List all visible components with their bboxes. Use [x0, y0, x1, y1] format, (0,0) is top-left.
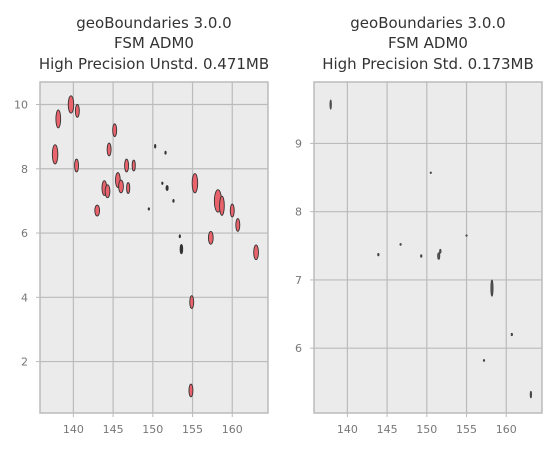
island-shape — [131, 159, 136, 172]
chart-title-line-3: High Precision Unstd. 0.471MB — [39, 55, 269, 73]
y-tick-label: 4 — [21, 291, 28, 304]
island-shape — [74, 104, 80, 118]
island-speck — [482, 359, 486, 362]
island-shape — [55, 109, 62, 129]
island-speck — [164, 150, 167, 155]
y-tick-label: 8 — [21, 163, 28, 176]
chart-title-line-3: High Precision Std. 0.173MB — [322, 55, 534, 73]
chart-title-line-2: FSM ADM0 — [388, 34, 468, 52]
island-shape — [207, 230, 214, 245]
y-tick-label: 7 — [295, 274, 302, 287]
island-speck — [420, 254, 423, 258]
island-speck — [490, 279, 494, 297]
island-speck — [465, 234, 468, 237]
x-tick-label: 155 — [456, 423, 477, 436]
y-tick-label: 2 — [21, 356, 28, 369]
island-speck — [329, 99, 332, 110]
island-shape — [112, 123, 118, 138]
x-tick-label: 150 — [142, 423, 163, 436]
island-shape — [104, 184, 111, 199]
island-speck — [179, 243, 184, 255]
x-tick-label: 140 — [337, 423, 358, 436]
chart-title-line-2: FSM ADM0 — [114, 34, 194, 52]
island-shape — [253, 244, 259, 261]
island-speck — [165, 185, 169, 191]
plot-background — [40, 82, 268, 413]
island-speck — [147, 207, 150, 211]
island-speck — [437, 252, 441, 260]
x-tick-label: 160 — [222, 423, 243, 436]
x-tick-label: 155 — [182, 423, 203, 436]
chart-high-precision-std: geoBoundaries 3.0.0 FSM ADM0 High Precis… — [295, 14, 543, 436]
island-shape — [189, 295, 195, 310]
x-tick-label: 160 — [496, 423, 517, 436]
y-tick-label: 9 — [295, 137, 302, 150]
island-speck — [161, 181, 164, 185]
island-shape — [94, 204, 101, 217]
island-speck — [510, 332, 513, 337]
y-tick-label: 6 — [21, 227, 28, 240]
y-tick-label: 6 — [295, 342, 302, 355]
island-shape — [118, 179, 124, 194]
island-speck — [172, 198, 175, 203]
island-speck — [154, 144, 157, 149]
island-shape — [219, 195, 225, 216]
plot-frame — [313, 81, 543, 414]
y-tick-label: 10 — [14, 98, 28, 111]
x-tick-label: 145 — [377, 423, 398, 436]
chart-title-line-1: geoBoundaries 3.0.0 — [76, 14, 231, 32]
island-shape — [124, 158, 130, 173]
island-speck — [429, 171, 432, 174]
island-shape — [74, 158, 79, 173]
plot-area: 140 145 150 155 160 2 4 6 8 10 — [14, 81, 269, 436]
chart-title-line-1: geoBoundaries 3.0.0 — [350, 14, 505, 32]
island-speck — [439, 248, 442, 254]
plot-area: 140 145 150 155 160 6 7 8 9 — [295, 81, 543, 436]
island-shape — [67, 95, 75, 114]
island-speck — [178, 234, 181, 239]
island-shape — [188, 383, 194, 398]
island-shape — [229, 203, 235, 218]
y-tick-label: 8 — [295, 206, 302, 219]
x-tick-label: 150 — [416, 423, 437, 436]
island-speck — [529, 390, 532, 399]
plot-frame — [39, 81, 269, 414]
island-shape — [235, 218, 241, 232]
plot-background — [314, 82, 542, 413]
island-shape — [191, 173, 199, 194]
island-shape — [126, 182, 131, 194]
island-shape — [51, 144, 59, 165]
island-speck — [399, 243, 402, 246]
island-speck — [377, 253, 380, 257]
x-tick-label: 145 — [103, 423, 124, 436]
island-shape — [106, 142, 112, 157]
chart-high-precision-unstd: geoBoundaries 3.0.0 FSM ADM0 High Precis… — [14, 14, 269, 436]
x-tick-label: 140 — [63, 423, 84, 436]
